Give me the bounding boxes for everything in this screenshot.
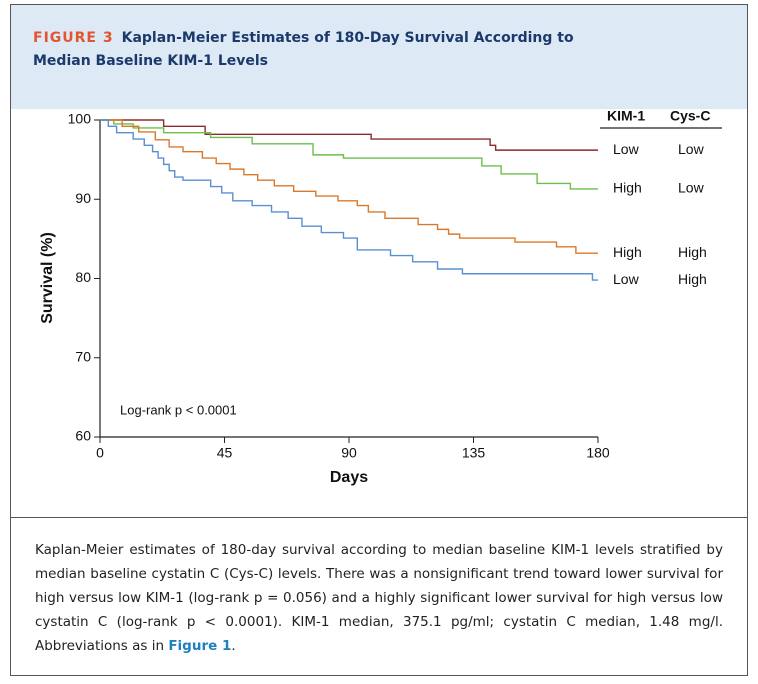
legend-cysc: High <box>678 244 707 260</box>
legend-cysc: High <box>678 271 707 287</box>
figure-link[interactable]: Figure 1 <box>168 638 232 654</box>
caption-text: Kaplan-Meier estimates of 180-day surviv… <box>35 538 723 658</box>
legend-cysc: Low <box>678 180 705 196</box>
legend-kim1: High <box>613 244 642 260</box>
y-tick-label: 60 <box>75 428 91 444</box>
figure-header: FIGURE 3 Kaplan-Meier Estimates of 180-Da… <box>11 5 747 109</box>
x-tick-label: 90 <box>341 445 357 461</box>
figure-heading: FIGURE 3 Kaplan-Meier Estimates of 180-Da… <box>33 27 633 73</box>
y-tick-label: 70 <box>75 348 91 364</box>
y-tick-label: 90 <box>75 190 91 206</box>
x-tick-label: 45 <box>217 445 233 461</box>
legend-header: KIM-1 <box>607 108 645 124</box>
caption: Kaplan-Meier estimates of 180-day surviv… <box>11 517 747 658</box>
legend-cysc: Low <box>678 141 705 157</box>
caption-body: Kaplan-Meier estimates of 180-day surviv… <box>35 542 723 654</box>
survival-curve <box>100 119 598 254</box>
y-axis-label: Survival (%) <box>39 232 56 324</box>
x-tick-label: 180 <box>586 445 610 461</box>
x-axis-label: Days <box>330 469 368 486</box>
chart: Log-rank p < 0.0001 Days Survival (%) 60… <box>39 108 722 486</box>
x-tick-label: 0 <box>96 445 104 461</box>
y-tick-label: 80 <box>75 269 91 285</box>
figure-box: FIGURE 3 Kaplan-Meier Estimates of 180-Da… <box>10 4 748 676</box>
y-tick-label: 100 <box>68 111 92 127</box>
legend-kim1: High <box>613 180 642 196</box>
figure-title: Kaplan-Meier Estimates of 180-Day Surviv… <box>33 30 574 69</box>
legend-kim1: Low <box>613 141 640 157</box>
legend-header: Cys-C <box>670 108 710 124</box>
legend-kim1: Low <box>613 271 640 287</box>
figure-label: FIGURE 3 <box>33 30 114 46</box>
survival-curve <box>100 119 598 281</box>
survival-curve <box>100 119 598 151</box>
x-tick-label: 135 <box>462 445 486 461</box>
annotation: Log-rank p < 0.0001 <box>120 402 237 417</box>
caption-end: . <box>231 638 236 654</box>
survival-curve <box>100 119 598 190</box>
